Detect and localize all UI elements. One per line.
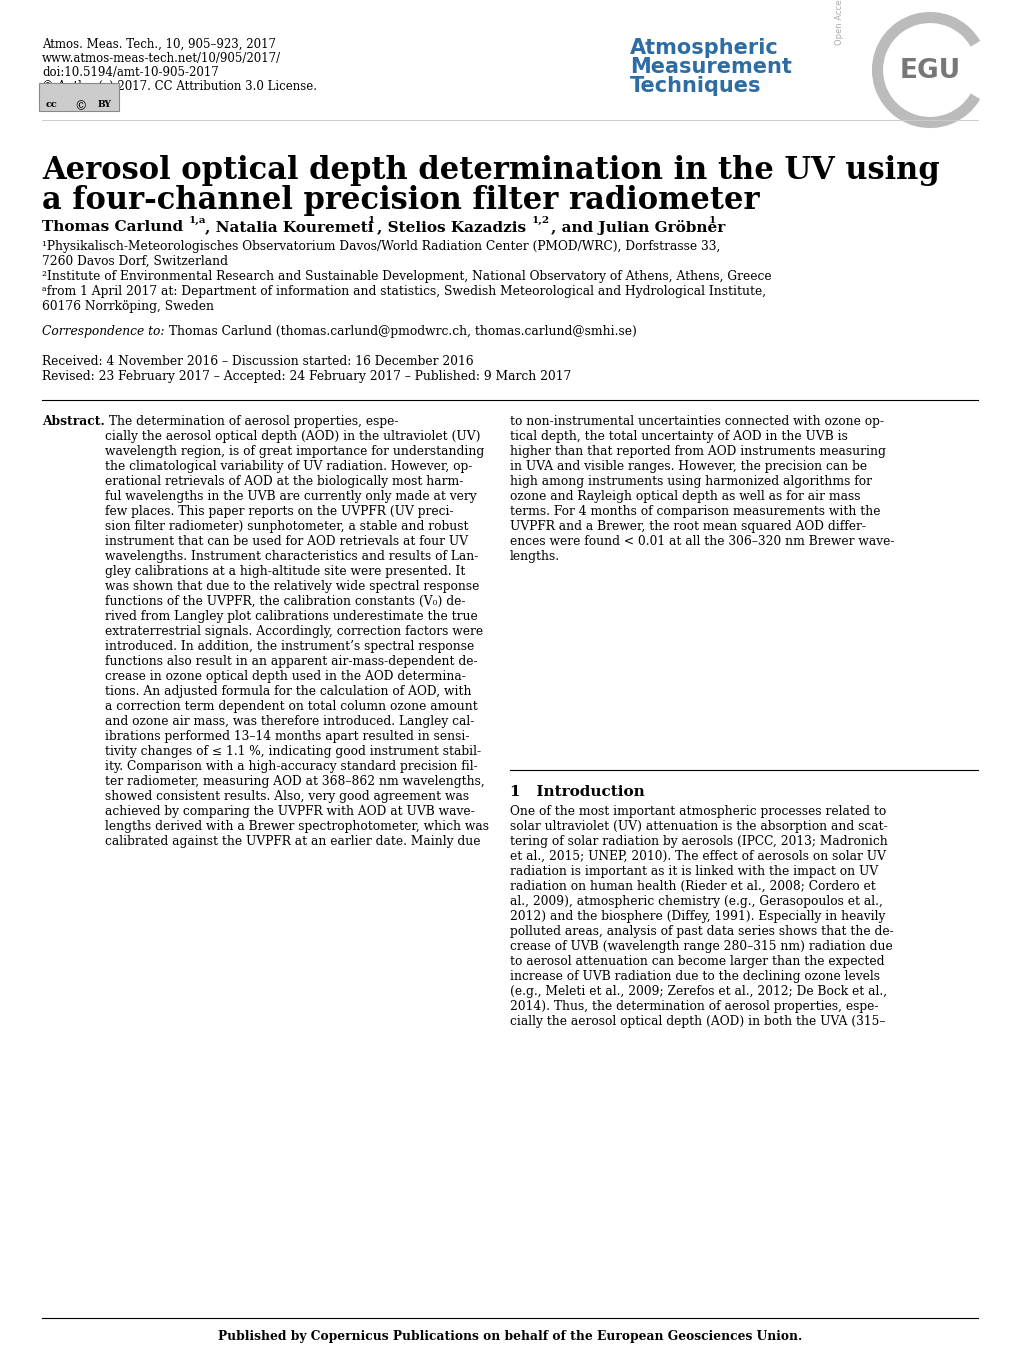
Text: , and Julian Gröbner: , and Julian Gröbner [550, 221, 725, 235]
Text: One of the most important atmospheric processes related to
solar ultraviolet (UV: One of the most important atmospheric pr… [510, 806, 893, 1028]
Text: Revised: 23 February 2017 – Accepted: 24 February 2017 – Published: 9 March 2017: Revised: 23 February 2017 – Accepted: 24… [42, 370, 571, 383]
Text: The determination of aerosol properties, espe-
cially the aerosol optical depth : The determination of aerosol properties,… [105, 416, 488, 847]
Text: Correspondence to:: Correspondence to: [42, 325, 164, 338]
Text: , Natalia Kouremeti: , Natalia Kouremeti [205, 221, 373, 234]
Text: www.atmos-meas-tech.net/10/905/2017/: www.atmos-meas-tech.net/10/905/2017/ [42, 52, 281, 65]
Text: ¹Physikalisch-Meteorologisches Observatorium Davos/World Radiation Center (PMOD/: ¹Physikalisch-Meteorologisches Observato… [42, 239, 719, 253]
Text: 1: 1 [708, 217, 715, 225]
Text: Received: 4 November 2016 – Discussion started: 16 December 2016: Received: 4 November 2016 – Discussion s… [42, 355, 473, 369]
Text: 60176 Norrköping, Sweden: 60176 Norrköping, Sweden [42, 300, 214, 313]
Text: Thomas Carlund: Thomas Carlund [42, 221, 183, 234]
Text: Aerosol optical depth determination in the UV using: Aerosol optical depth determination in t… [42, 155, 938, 186]
Text: 1: 1 [368, 217, 375, 225]
Text: doi:10.5194/amt-10-905-2017: doi:10.5194/amt-10-905-2017 [42, 66, 218, 79]
Text: ᵃfrom 1 April 2017 at: Department of information and statistics, Swedish Meteoro: ᵃfrom 1 April 2017 at: Department of inf… [42, 285, 765, 299]
Text: ²Institute of Environmental Research and Sustainable Development, National Obser: ²Institute of Environmental Research and… [42, 270, 770, 282]
Text: BY: BY [98, 100, 112, 109]
Text: 1,a: 1,a [189, 217, 206, 225]
Text: cc: cc [46, 100, 58, 109]
Text: , Stelios Kazadzis: , Stelios Kazadzis [377, 221, 526, 234]
Text: EGU: EGU [899, 58, 960, 83]
Text: 7260 Davos Dorf, Switzerland: 7260 Davos Dorf, Switzerland [42, 256, 228, 268]
Text: Thomas Carlund (thomas.carlund@pmodwrc.ch, thomas.carlund@smhi.se): Thomas Carlund (thomas.carlund@pmodwrc.c… [165, 325, 636, 338]
Text: Techniques: Techniques [630, 77, 761, 95]
Text: © Author(s) 2017. CC Attribution 3.0 License.: © Author(s) 2017. CC Attribution 3.0 Lic… [42, 79, 317, 93]
Text: 1   Introduction: 1 Introduction [510, 785, 644, 799]
Text: ©: © [74, 100, 88, 113]
Text: Measurement: Measurement [630, 56, 791, 77]
Text: Atmospheric: Atmospheric [630, 38, 777, 58]
Text: a four-channel precision filter radiometer: a four-channel precision filter radiomet… [42, 186, 759, 217]
FancyBboxPatch shape [39, 83, 119, 112]
Text: Atmos. Meas. Tech., 10, 905–923, 2017: Atmos. Meas. Tech., 10, 905–923, 2017 [42, 38, 276, 51]
Text: Abstract.: Abstract. [42, 416, 105, 428]
Text: Published by Copernicus Publications on behalf of the European Geosciences Union: Published by Copernicus Publications on … [218, 1330, 801, 1344]
Text: Open Access: Open Access [835, 0, 844, 44]
Text: to non-instrumental uncertainties connected with ozone op-
tical depth, the tota: to non-instrumental uncertainties connec… [510, 416, 894, 564]
Text: 1,2: 1,2 [532, 217, 549, 225]
